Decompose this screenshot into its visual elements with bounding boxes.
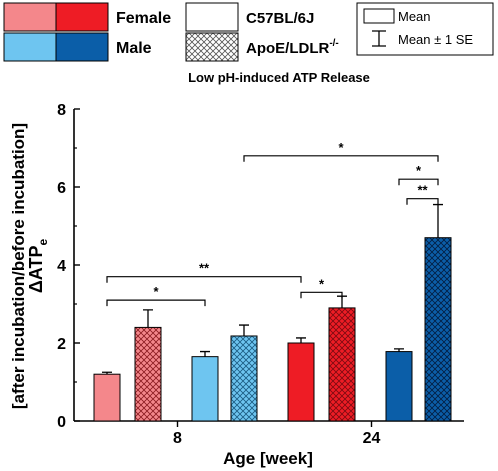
error-bar-8-female-apoe: [143, 309, 153, 328]
significance-label: **: [199, 261, 210, 276]
y-tick-label: 2: [57, 336, 66, 353]
significance-bracket: [398, 178, 439, 186]
bar-24-female-apoe: [328, 307, 356, 422]
y-tick-label: 8: [57, 102, 66, 119]
legend-label-mean: Mean: [398, 9, 431, 24]
legend-swatch-female-dark: [55, 2, 109, 32]
error-bar-24-male-c57: [394, 348, 404, 352]
legend-sex: Female Male: [3, 2, 171, 62]
significance-bracket: [243, 155, 439, 162]
legend-symbol-mean: [363, 8, 395, 24]
x-tick-label: 8: [173, 430, 182, 447]
significance-bracket: [406, 198, 439, 205]
error-bar-8-male-apoe: [239, 324, 249, 336]
legend-label-se: Mean ± 1 SE: [398, 32, 473, 47]
y-tick-label: 0: [57, 414, 66, 431]
legend-label-c57: C57BL/6J: [246, 10, 314, 27]
y-axis-ticks: 0 2 4 6 8: [57, 102, 80, 431]
y-axis-label-sub: e: [36, 239, 50, 246]
significance-label: *: [338, 140, 344, 155]
legend-symbol-se: [372, 30, 386, 47]
error-bar-24-male-apoe: [433, 203, 443, 238]
legend-stats: Mean Mean ± 1 SE: [356, 2, 494, 56]
bar-8-male-c57: [191, 356, 219, 422]
y-tick-label: 4: [57, 258, 66, 275]
bar-8-female-apoe: [134, 326, 162, 422]
significance-brackets: ********: [106, 140, 439, 307]
chart-title: Low pH-induced ATP Release: [188, 70, 370, 85]
significance-bracket: [106, 276, 302, 283]
significance-label: *: [319, 276, 325, 291]
x-axis-ticks: 8 24: [173, 421, 381, 447]
bar-24-female-c57: [287, 342, 315, 422]
bar-8-female-c57: [93, 373, 121, 422]
y-axis-label: ΔATPe: [26, 239, 50, 294]
legend-label-apoe-sup: -/-: [329, 38, 338, 49]
legend-swatch-c57: [185, 2, 239, 32]
legend-swatch-female-light: [3, 2, 57, 32]
legend-label-female: Female: [116, 10, 171, 27]
y-tick-label: 6: [57, 180, 66, 197]
legend-swatch-male-light: [3, 32, 57, 62]
legend-strain: C57BL/6J ApoE/LDLR-/-: [185, 2, 339, 62]
legend-frame: [356, 2, 494, 56]
legend-label-male: Male: [116, 40, 152, 57]
significance-label: *: [153, 284, 159, 299]
error-bar-8-female-c57: [102, 371, 112, 375]
significance-bracket: [106, 299, 206, 307]
x-tick-label: 24: [363, 430, 381, 447]
bar-8-male-apoe: [230, 335, 258, 422]
y-axis-label-line2: [after incubation/before incubation]: [9, 123, 28, 409]
error-bar-24-female-c57: [296, 337, 306, 343]
bar-24-male-c57: [385, 351, 413, 422]
y-axis-label-delta: ΔATP: [26, 246, 46, 294]
legend-swatch-apoe: [185, 32, 239, 62]
y-axis-label-line2-wrap: [after incubation/before incubation]: [9, 123, 28, 409]
y-axis-label-main: ΔATPe: [26, 239, 50, 294]
legend-swatch-male-dark: [55, 32, 109, 62]
error-bar-8-male-c57: [200, 350, 210, 357]
bars: [93, 203, 452, 422]
legend-label-apoe: ApoE/LDLR-/-: [246, 38, 339, 57]
significance-bracket: [300, 291, 343, 299]
legend-label-apoe-main: ApoE/LDLR: [246, 40, 329, 57]
x-axis-label: Age [week]: [223, 449, 313, 468]
significance-label: *: [416, 163, 422, 178]
bar-24-male-apoe: [424, 237, 452, 422]
significance-label: **: [417, 183, 428, 198]
